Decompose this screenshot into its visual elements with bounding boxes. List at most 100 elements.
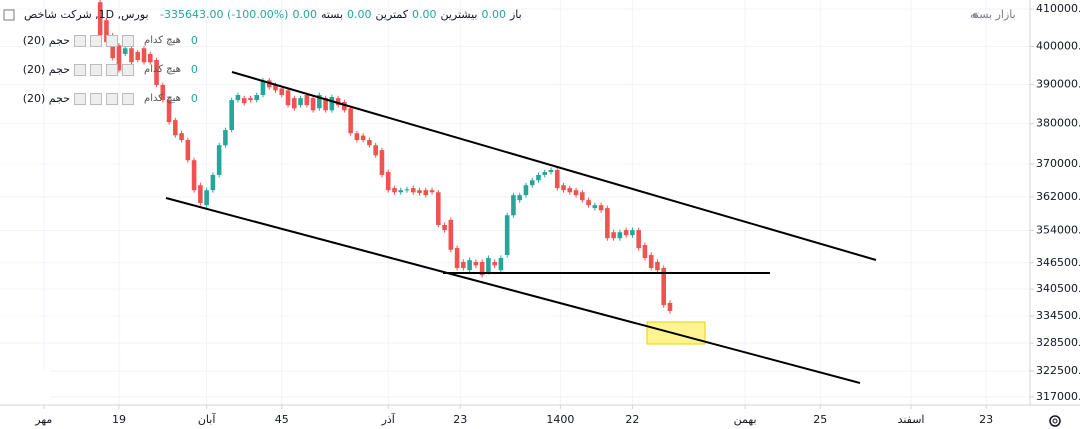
collapse-button[interactable] bbox=[3, 9, 15, 21]
candle-body bbox=[523, 185, 529, 196]
candle-body bbox=[135, 52, 141, 61]
x-tick-label: 22 bbox=[625, 413, 639, 426]
candle-body bbox=[329, 96, 335, 111]
indicator-value: 0 bbox=[190, 34, 198, 47]
candle-body bbox=[198, 185, 203, 204]
candle-body bbox=[373, 145, 378, 156]
candle-body bbox=[279, 88, 285, 96]
x-tick-label: بهمن bbox=[734, 413, 757, 426]
indicator-icon[interactable] bbox=[106, 63, 118, 76]
trend-line bbox=[231, 71, 877, 261]
candle-body bbox=[285, 90, 291, 106]
indicator-value: 0 bbox=[190, 92, 198, 105]
candle-body bbox=[110, 35, 116, 59]
change-value: -335643.00 (-100.00%) bbox=[160, 8, 289, 21]
indicator-icon[interactable] bbox=[74, 63, 86, 76]
indicator-icon[interactable] bbox=[74, 92, 86, 105]
close-label: بسته bbox=[320, 8, 344, 21]
y-tick-label: 410000.00 bbox=[1036, 2, 1080, 15]
indicator-icon[interactable] bbox=[106, 34, 118, 47]
x-tick-label: 23 bbox=[453, 413, 467, 426]
indicator-source: هیچ کدام bbox=[144, 93, 181, 104]
candle-body bbox=[417, 190, 422, 194]
candle-body bbox=[248, 98, 253, 101]
candle-body bbox=[461, 261, 466, 269]
open-label: باز bbox=[510, 8, 522, 21]
candle-body bbox=[636, 230, 641, 249]
indicator-icon[interactable] bbox=[122, 92, 134, 105]
settings-icon[interactable] bbox=[1049, 415, 1061, 427]
ohlc-values: باز 0.00 بیشترین 0.00 کمترین 0.00 بسته 0… bbox=[160, 8, 522, 21]
indicator-icon[interactable] bbox=[74, 34, 86, 47]
candle-body bbox=[423, 190, 429, 196]
candle-body bbox=[661, 268, 667, 306]
candle-body bbox=[561, 185, 566, 191]
candle-body bbox=[504, 215, 510, 255]
indicator-name: حجم (20) bbox=[22, 34, 70, 47]
y-tick-label: 340500.00 bbox=[1036, 282, 1080, 295]
indicator-source: هیچ کدام bbox=[144, 64, 181, 75]
candle-body bbox=[655, 261, 660, 271]
candle-body bbox=[323, 98, 328, 111]
candle-body bbox=[454, 248, 460, 269]
x-tick-label: اسفند bbox=[898, 413, 925, 426]
candle-body bbox=[410, 188, 416, 193]
candle-body bbox=[492, 261, 497, 266]
candle-body bbox=[623, 230, 629, 236]
candle-body bbox=[542, 172, 548, 175]
candle-body bbox=[648, 254, 654, 269]
symbol-title[interactable]: بورس, 1D, شرکت شاخص bbox=[24, 8, 149, 21]
y-tick-label: 400000.00 bbox=[1036, 39, 1080, 52]
x-tick-label: آبان bbox=[198, 412, 216, 426]
candle-body bbox=[166, 100, 172, 123]
y-tick-label: 354000.00 bbox=[1036, 224, 1080, 237]
candle-body bbox=[104, 20, 109, 43]
indicator-icon[interactable] bbox=[90, 92, 102, 105]
candle-body bbox=[473, 261, 479, 266]
indicator-icon[interactable] bbox=[122, 34, 134, 47]
indicator-icon[interactable] bbox=[90, 63, 102, 76]
indicator-row[interactable]: حجم (20) هیچ کدام 0 bbox=[8, 34, 198, 47]
indicator-icon[interactable] bbox=[106, 92, 118, 105]
status-dot bbox=[973, 13, 977, 17]
candle-body bbox=[498, 258, 504, 271]
candle-body bbox=[235, 95, 241, 101]
indicator-row[interactable]: حجم (20) هیچ کدام 0 bbox=[8, 92, 198, 105]
candle-body bbox=[317, 95, 322, 109]
candle-body bbox=[536, 174, 541, 181]
candle-body bbox=[392, 188, 397, 193]
candle-body bbox=[160, 84, 166, 101]
indicator-row[interactable]: حجم (20) هیچ کدام 0 bbox=[8, 63, 198, 76]
candle-body bbox=[147, 53, 153, 63]
x-tick-label: آذر bbox=[381, 412, 396, 426]
x-tick-label: 19 bbox=[112, 413, 126, 426]
candle-body bbox=[435, 192, 441, 225]
y-tick-label: 370000.00 bbox=[1036, 157, 1080, 170]
close-value: 0.00 bbox=[292, 8, 317, 21]
candle-body bbox=[630, 230, 635, 236]
candle-body bbox=[573, 190, 579, 196]
candle-body bbox=[404, 189, 410, 191]
indicator-icon[interactable] bbox=[122, 63, 134, 76]
market-status: بازار بسته bbox=[970, 8, 1016, 21]
candle-body bbox=[385, 172, 391, 191]
candle-body bbox=[260, 80, 266, 96]
candle-body bbox=[642, 245, 648, 259]
candle-body bbox=[298, 98, 303, 106]
candle-body bbox=[486, 258, 491, 272]
trend-line bbox=[165, 197, 861, 384]
candle-body bbox=[448, 219, 454, 250]
candle-body bbox=[511, 195, 516, 216]
candle-body bbox=[586, 200, 591, 206]
candle-body bbox=[304, 95, 310, 106]
candle-body bbox=[241, 98, 247, 104]
candle-body bbox=[154, 60, 159, 85]
indicator-icon[interactable] bbox=[90, 34, 102, 47]
candle-body bbox=[116, 45, 122, 71]
candle-body bbox=[605, 208, 610, 239]
candle-body bbox=[379, 150, 385, 175]
candle-body bbox=[173, 120, 178, 136]
candle-body bbox=[204, 190, 209, 206]
